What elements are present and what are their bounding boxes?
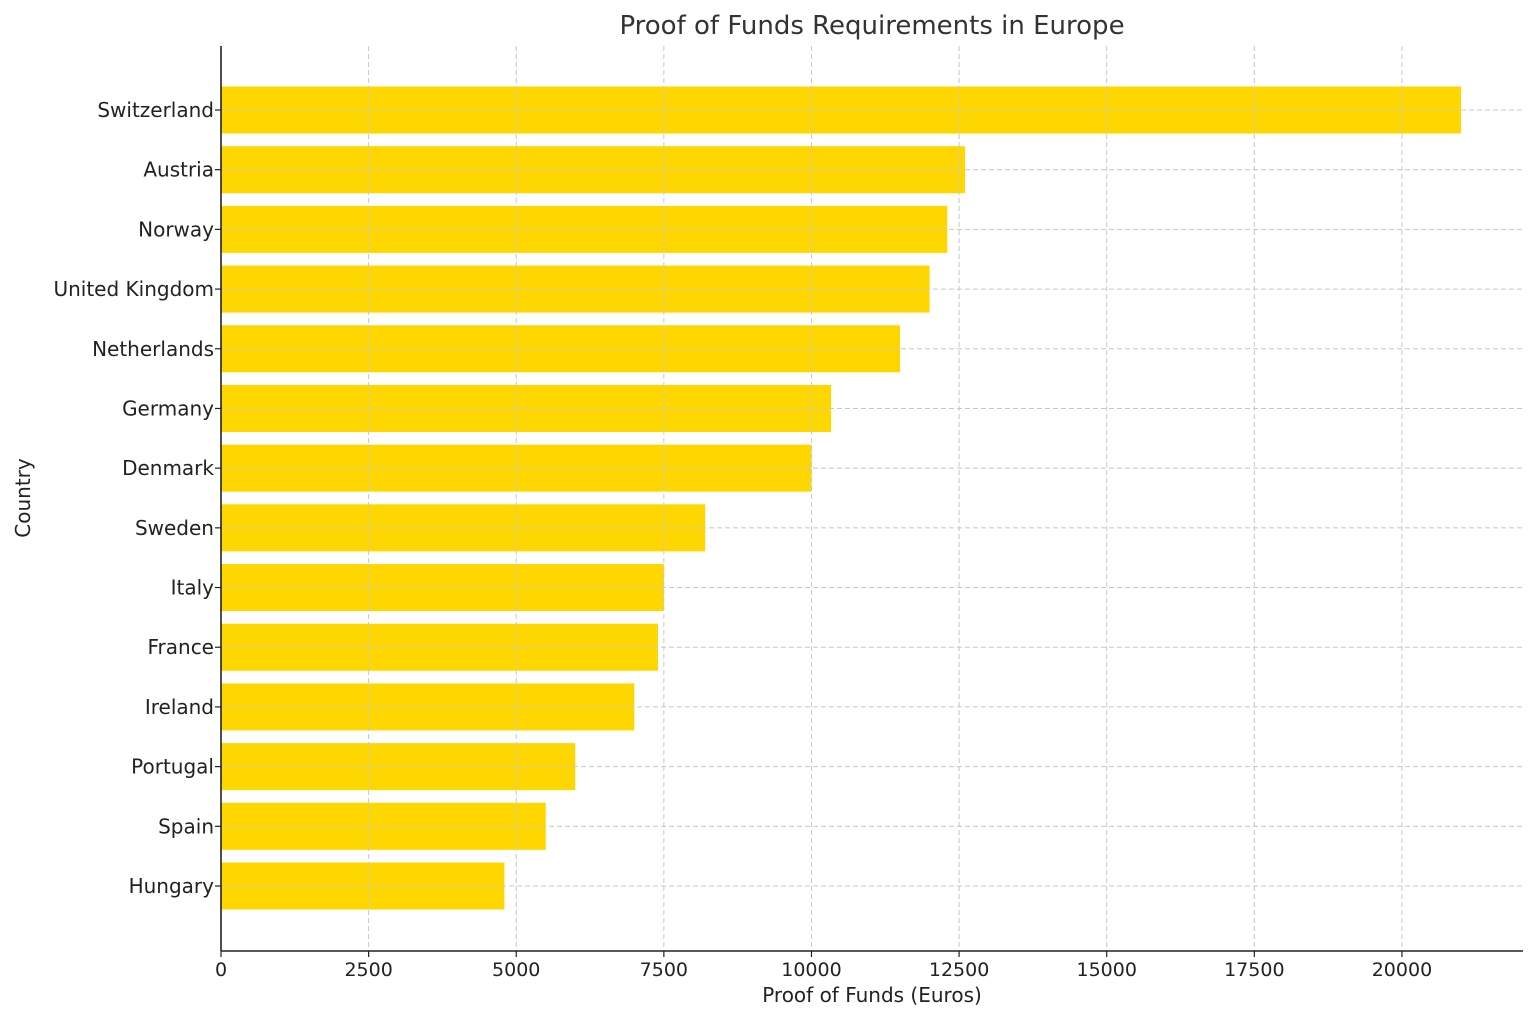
x-tick-label: 2500 xyxy=(344,959,392,981)
chart-title: Proof of Funds Requirements in Europe xyxy=(619,11,1124,41)
x-tick-label: 5000 xyxy=(492,959,540,981)
y-tick-label: Ireland xyxy=(145,695,214,719)
y-tick-label: Switzerland xyxy=(97,98,214,122)
y-tick-label: Netherlands xyxy=(92,337,214,361)
x-tick-label: 7500 xyxy=(640,959,688,981)
y-tick-label: Austria xyxy=(143,158,214,182)
y-axis-ticks: Switzerland Austria Norway United Kingdom Ne… xyxy=(53,98,221,898)
x-tick-label: 20000 xyxy=(1372,959,1432,981)
x-tick-label: 15000 xyxy=(1076,959,1136,981)
y-tick-label: Italy xyxy=(171,576,215,600)
x-tick-label: 12500 xyxy=(929,959,989,981)
y-tick-label: Norway xyxy=(138,217,214,241)
x-tick-label: 0 xyxy=(215,959,227,981)
bar-ireland xyxy=(221,683,635,731)
x-tick-label: 17500 xyxy=(1224,959,1284,981)
x-tick-label: 10000 xyxy=(781,959,841,981)
y-tick-label: Spain xyxy=(158,814,214,838)
x-axis-ticks: 0 2500 5000 7500 10000 12500 15000 17500 20000 xyxy=(215,951,1432,981)
grid xyxy=(221,46,1523,951)
bars xyxy=(221,86,1461,910)
y-tick-label: France xyxy=(147,635,214,659)
y-axis-label: Country xyxy=(11,458,35,538)
x-axis-label: Proof of Funds (Euros) xyxy=(762,983,982,1007)
y-tick-label: Sweden xyxy=(135,516,214,540)
y-tick-label: Portugal xyxy=(131,755,214,779)
y-tick-label: Germany xyxy=(122,396,214,420)
y-tick-label: Hungary xyxy=(129,874,215,898)
y-tick-label: United Kingdom xyxy=(53,277,214,301)
y-tick-label: Denmark xyxy=(122,456,214,480)
